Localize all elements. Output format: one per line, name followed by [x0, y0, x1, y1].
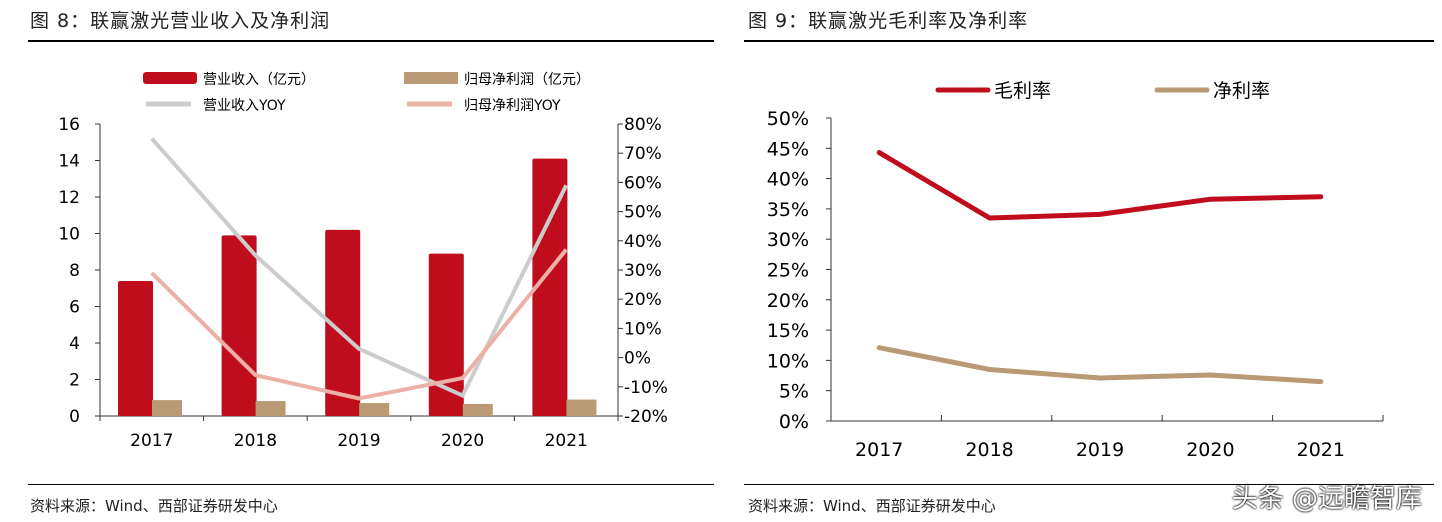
legend-label: 归母净利润YOY	[464, 97, 561, 114]
x-tick-label: 2021	[1297, 439, 1345, 461]
y-tick-label: 10%	[767, 350, 809, 372]
y-tick-label: 25%	[767, 260, 809, 282]
y-tick-label: 45%	[767, 138, 809, 160]
left-source: 资料来源：Wind、西部证券研发中心	[30, 497, 278, 515]
gross-margin-line	[876, 150, 1324, 221]
x-tick-label: 2021	[545, 431, 588, 451]
right-tick-label: 70%	[624, 144, 662, 164]
left-tick-label: 0	[69, 407, 80, 427]
legend-label: 毛利率	[994, 80, 1051, 102]
legend-swatch	[143, 72, 197, 84]
legend-swatch	[404, 72, 458, 84]
y-tick-label: 5%	[779, 381, 809, 403]
net-profit-yoy-line	[150, 248, 568, 401]
revenue-bar	[325, 229, 361, 416]
x-tick-label: 2020	[441, 431, 484, 451]
revenue-bar	[428, 253, 464, 416]
net-profit-bar	[566, 399, 597, 416]
y-tick-label: 15%	[767, 320, 809, 342]
left-title-rule	[28, 40, 714, 42]
right-tick-label: 60%	[624, 173, 662, 193]
y-tick-label: 40%	[767, 169, 809, 191]
net-profit-bar	[255, 401, 286, 416]
right-tick-label: 40%	[624, 232, 662, 252]
right-tick-label: 30%	[624, 261, 662, 281]
right-tick-label: 80%	[624, 115, 662, 135]
y-tick-label: 20%	[767, 290, 809, 312]
left-tick-label: 4	[69, 334, 80, 354]
left-chart-title: 图 8：联赢激光营业收入及净利润	[30, 10, 331, 32]
x-tick-label: 2017	[130, 431, 173, 451]
right-tick-label: -10%	[624, 378, 668, 398]
y-tick-label: 50%	[767, 108, 809, 130]
y-tick-label: 0%	[779, 411, 809, 433]
right-chart-title: 图 9：联赢激光毛利率及净利率	[748, 10, 1029, 32]
right-tick-label: 50%	[624, 203, 662, 223]
left-footer-rule	[28, 484, 714, 485]
left-tick-label: 10	[58, 225, 80, 245]
x-tick-label: 2019	[337, 431, 380, 451]
legend-label: 净利率	[1213, 80, 1270, 102]
x-tick-label: 2017	[855, 439, 903, 461]
legend-label: 归母净利润（亿元）	[464, 71, 590, 88]
right-tick-label: 10%	[624, 319, 662, 339]
legend-label: 营业收入（亿元）	[203, 72, 315, 88]
x-tick-label: 2020	[1186, 439, 1234, 461]
right-title-rule	[744, 40, 1434, 42]
net-profit-bar	[462, 403, 493, 416]
watermark: 头条 @远瞻智库	[1231, 484, 1422, 514]
revenue-bar	[532, 158, 568, 417]
right-tick-label: 0%	[624, 349, 651, 369]
left-tick-label: 12	[58, 188, 80, 208]
right-footer-rule	[744, 484, 1434, 485]
y-tick-label: 30%	[767, 229, 809, 251]
x-tick-label: 2018	[965, 439, 1013, 461]
right-tick-label: 20%	[624, 290, 662, 310]
revenue-yoy-line	[150, 137, 568, 399]
legend-label: 营业收入YOY	[203, 98, 286, 114]
left-tick-label: 2	[69, 371, 80, 391]
revenue-bar	[221, 235, 257, 416]
net-profit-bar	[359, 403, 390, 416]
x-tick-label: 2018	[234, 431, 277, 451]
y-tick-label: 35%	[767, 199, 809, 221]
left-tick-label: 8	[69, 261, 80, 281]
left-tick-label: 16	[58, 115, 80, 135]
net-profit-bar	[152, 400, 182, 416]
revenue-bar	[118, 280, 153, 416]
right-tick-label: -20%	[624, 407, 668, 427]
left-tick-label: 6	[69, 298, 80, 318]
x-tick-label: 2019	[1076, 439, 1124, 461]
net-margin-line	[876, 345, 1324, 385]
right-source: 资料来源：Wind、西部证券研发中心	[748, 497, 996, 515]
left-tick-label: 14	[58, 152, 80, 172]
